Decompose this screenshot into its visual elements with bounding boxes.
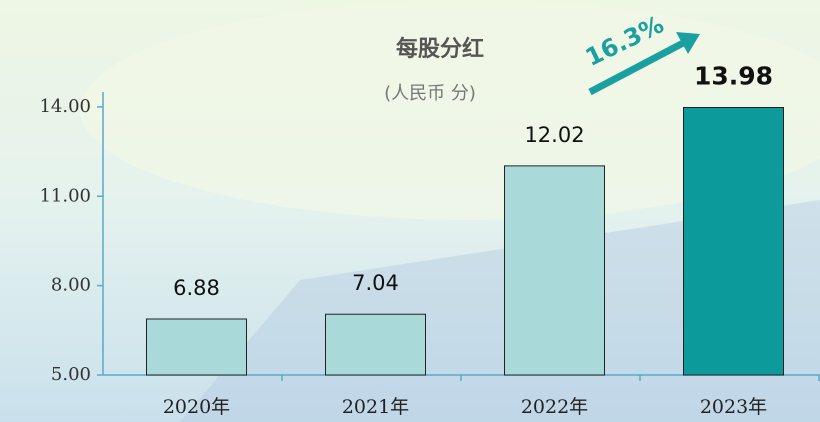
chart-subtitle: (人民币 分): [384, 83, 476, 104]
x-tick-label: 2022年: [521, 396, 588, 418]
chart-title: 每股分红: [396, 36, 484, 62]
x-tick-label: 2021年: [342, 396, 409, 418]
bar: [326, 314, 426, 375]
bar: [684, 107, 784, 375]
value-label: 6.88: [173, 276, 220, 300]
y-tick-label: 8.00: [51, 275, 91, 296]
x-tick-label: 2020年: [163, 396, 230, 418]
y-tick-label: 5.00: [51, 364, 91, 385]
y-tick-label: 14.00: [39, 96, 91, 117]
value-label: 12.02: [524, 123, 584, 147]
bar: [505, 166, 605, 375]
bar: [147, 319, 247, 375]
value-label: 13.98: [694, 61, 773, 90]
y-tick-label: 11.00: [39, 185, 91, 206]
x-tick-label: 2023年: [700, 396, 767, 418]
chart: 每股分红 (人民币 分) 16.3% 5.008.0011.0014.00202…: [0, 0, 820, 422]
value-label: 7.04: [352, 271, 399, 295]
